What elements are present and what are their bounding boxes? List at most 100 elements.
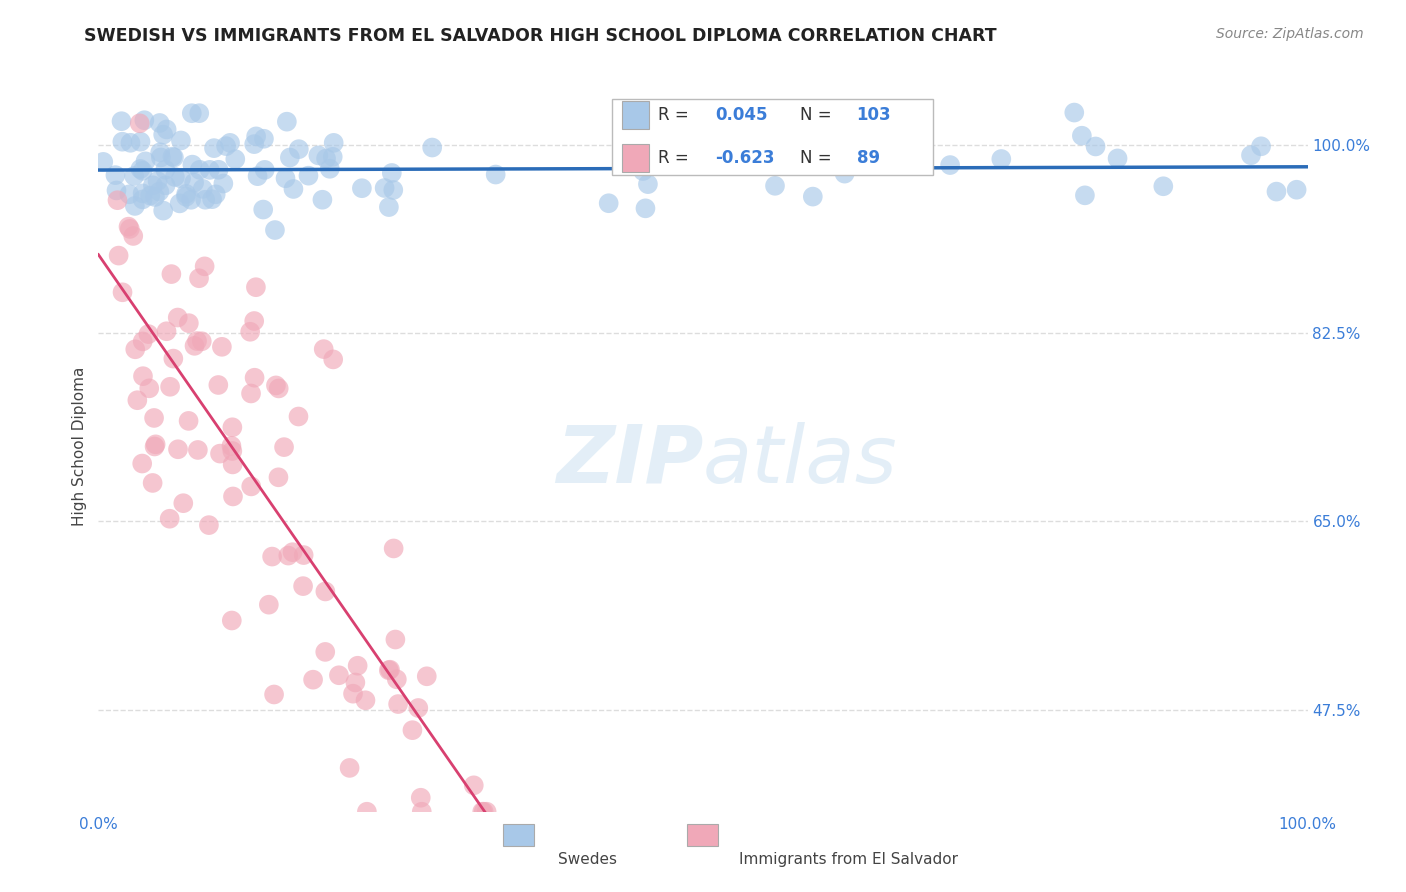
Point — [212, 177, 235, 191]
Point — [634, 202, 657, 216]
Point — [287, 409, 309, 424]
Point — [163, 150, 186, 164]
Point — [219, 136, 242, 150]
Point — [939, 158, 962, 172]
Point — [1152, 179, 1174, 194]
Point — [155, 178, 177, 193]
Point — [132, 334, 155, 349]
Point — [129, 161, 152, 176]
Point — [169, 196, 191, 211]
Text: 103: 103 — [856, 105, 891, 124]
Point — [208, 447, 231, 461]
Point — [91, 154, 114, 169]
Text: atlas: atlas — [703, 422, 898, 500]
Point — [221, 614, 243, 628]
Point — [246, 169, 269, 184]
Point — [344, 675, 367, 690]
Point — [384, 632, 406, 647]
Point — [834, 167, 856, 181]
Text: -0.623: -0.623 — [716, 149, 775, 167]
Point — [763, 178, 786, 193]
Point — [138, 327, 160, 342]
Point — [239, 325, 262, 339]
Point — [281, 545, 304, 559]
Point — [245, 280, 267, 294]
Point — [416, 669, 439, 683]
Point — [356, 805, 378, 819]
Point — [105, 183, 128, 197]
Point — [174, 190, 197, 204]
Point — [411, 805, 433, 819]
Point — [188, 162, 211, 177]
Point — [215, 139, 238, 153]
Point — [311, 193, 333, 207]
Point — [224, 152, 246, 166]
Point — [775, 131, 797, 145]
Point — [630, 151, 652, 165]
Point — [124, 199, 146, 213]
Text: N =: N = — [800, 149, 837, 167]
Point — [191, 182, 214, 196]
FancyBboxPatch shape — [613, 99, 932, 176]
Point — [124, 343, 146, 357]
Point — [292, 548, 315, 562]
Text: Swedes: Swedes — [558, 852, 617, 867]
Point — [143, 411, 166, 425]
Point — [183, 339, 205, 353]
Point — [146, 174, 169, 188]
Point — [188, 271, 211, 285]
Point — [322, 352, 344, 367]
Point — [409, 790, 432, 805]
Point — [276, 114, 298, 128]
Point — [240, 386, 263, 401]
Point — [207, 162, 229, 177]
Point — [166, 310, 188, 325]
Point — [174, 186, 197, 201]
Point — [149, 145, 172, 160]
Point — [637, 177, 659, 191]
Point — [307, 148, 329, 162]
Text: ZIP: ZIP — [555, 422, 703, 500]
Point — [159, 512, 181, 526]
Point — [177, 414, 200, 428]
Point — [170, 133, 193, 147]
Text: R =: R = — [658, 149, 695, 167]
Point — [167, 442, 190, 457]
Point — [1240, 148, 1263, 162]
Text: 89: 89 — [856, 149, 880, 167]
Point — [257, 598, 280, 612]
Point — [186, 334, 208, 348]
Point — [1084, 139, 1107, 153]
Bar — [621, 101, 648, 128]
Point — [1107, 152, 1129, 166]
Point — [159, 380, 181, 394]
Point — [378, 663, 401, 677]
Text: Source: ZipAtlas.com: Source: ZipAtlas.com — [1216, 27, 1364, 41]
Point — [180, 193, 202, 207]
Point — [177, 316, 200, 330]
Point — [148, 185, 170, 199]
Point — [253, 132, 276, 146]
Point — [243, 137, 266, 152]
Point — [139, 188, 162, 202]
Point — [1250, 139, 1272, 153]
Point — [134, 113, 156, 128]
Point — [162, 351, 184, 366]
Point — [129, 135, 152, 149]
Point — [315, 152, 337, 166]
Point — [181, 158, 204, 172]
Point — [314, 645, 336, 659]
Point — [131, 186, 153, 201]
Point — [267, 470, 290, 484]
Point — [188, 106, 211, 120]
Point — [107, 193, 129, 207]
Point — [111, 285, 134, 300]
Point — [401, 723, 423, 738]
Point — [162, 150, 184, 164]
Point — [222, 490, 245, 504]
Point — [198, 162, 221, 177]
Point — [990, 152, 1012, 166]
Point — [420, 140, 443, 154]
Point — [382, 183, 405, 197]
Point — [107, 249, 129, 263]
